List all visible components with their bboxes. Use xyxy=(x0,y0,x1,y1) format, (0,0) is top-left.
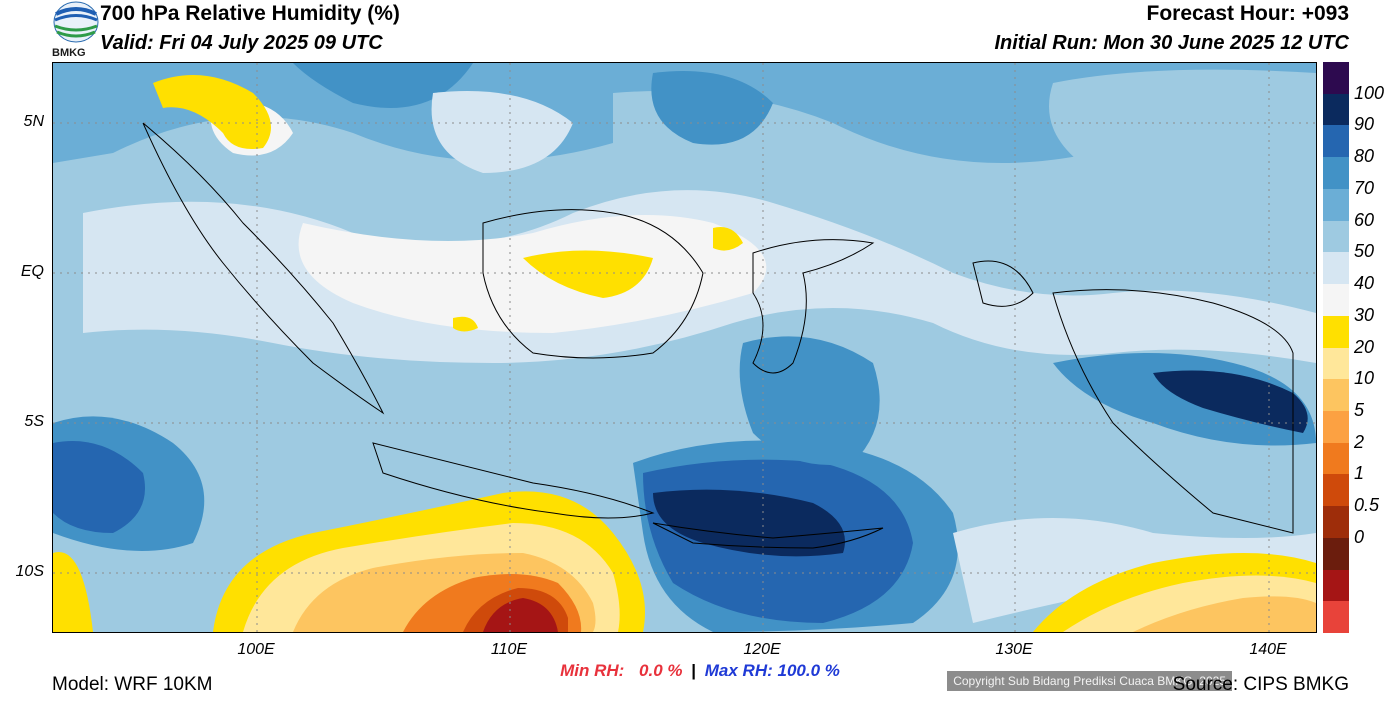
colorbar-segment xyxy=(1323,62,1349,95)
min-max-readout: Min RH: 0.0 % | Max RH: 100.0 % xyxy=(0,661,1400,681)
data-source: Source: CIPS BMKG xyxy=(1172,674,1349,695)
initial-run: Initial Run: Mon 30 June 2025 12 UTC xyxy=(994,32,1349,54)
colorbar-segment xyxy=(1323,315,1349,348)
colorbar-label: 60 xyxy=(1354,209,1375,230)
colorbar-label: 1 xyxy=(1354,463,1365,484)
min-rh-value: 0.0 % xyxy=(639,661,683,680)
max-rh-value: 100.0 % xyxy=(777,661,840,680)
colorbar-segment xyxy=(1323,93,1349,126)
colorbar-label: 20 xyxy=(1354,336,1375,357)
copyright-notice: Copyright Sub Bidang Prediksi Cuaca BMKG… xyxy=(947,671,1232,691)
map-title: 700 hPa Relative Humidity (%) xyxy=(100,2,400,25)
model-name: Model: WRF 10KM xyxy=(52,674,213,695)
lon-label-100e: 100E xyxy=(237,641,275,658)
lon-label-120e: 120E xyxy=(743,641,781,658)
colorbar-label: 40 xyxy=(1354,273,1375,294)
lon-label-130e: 130E xyxy=(995,641,1033,658)
colorbar-segment xyxy=(1323,188,1349,222)
max-rh-label: Max RH: xyxy=(704,661,773,680)
lat-label-5n: 5N xyxy=(23,113,44,130)
colorbar-label: 70 xyxy=(1354,177,1375,198)
colorbar-label: 50 xyxy=(1354,241,1375,262)
lat-label-10s: 10S xyxy=(15,563,44,580)
colorbar-segment xyxy=(1323,220,1349,253)
lon-label-140e: 140E xyxy=(1249,641,1287,658)
colorbar-segment xyxy=(1323,506,1349,539)
colorbar-label: 30 xyxy=(1354,304,1375,325)
colorbar-segment xyxy=(1323,474,1349,507)
colorbar-segment xyxy=(1323,347,1349,380)
lat-label-eq: EQ xyxy=(20,263,44,280)
colorbar-segment xyxy=(1323,284,1349,317)
colorbar-segment xyxy=(1323,157,1349,190)
colorbar-segment xyxy=(1323,442,1349,475)
lon-label-110e: 110E xyxy=(490,641,528,658)
colorbar-label: 10 xyxy=(1354,368,1375,389)
lat-label-5s: 5S xyxy=(24,413,44,430)
logo-text: BMKG xyxy=(52,47,86,59)
colorbar-label: 5 xyxy=(1354,399,1365,420)
forecast-hour: Forecast Hour: +093 xyxy=(1146,2,1350,25)
bmkg-logo xyxy=(52,0,100,62)
humidity-map: Copyright Sub Bidang Prediksi Cuaca BMKG… xyxy=(52,62,1317,691)
colorbar-segment xyxy=(1323,601,1349,634)
colorbar-segment xyxy=(1323,252,1349,285)
colorbar-label: 90 xyxy=(1354,114,1375,135)
min-rh-label: Min RH: xyxy=(560,661,625,680)
valid-time: Valid: Fri 04 July 2025 09 UTC xyxy=(100,32,383,54)
readout-separator: | xyxy=(691,661,697,680)
colorbar-label: 0 xyxy=(1354,526,1365,547)
colorbar-label: 0.5 xyxy=(1354,495,1380,516)
colorbar-segment xyxy=(1323,537,1349,571)
colorbar-label: 100 xyxy=(1354,82,1385,103)
humidity-field xyxy=(53,63,1316,632)
colorbar-segment xyxy=(1323,379,1349,412)
coastlines xyxy=(142,122,1294,549)
colorbar-label: 80 xyxy=(1354,146,1375,167)
colorbar-segment xyxy=(1323,569,1349,602)
colorbar-segment xyxy=(1323,410,1349,444)
colorbar-label: 2 xyxy=(1354,431,1365,452)
colorbar xyxy=(1323,62,1349,634)
colorbar-segment xyxy=(1323,125,1349,158)
